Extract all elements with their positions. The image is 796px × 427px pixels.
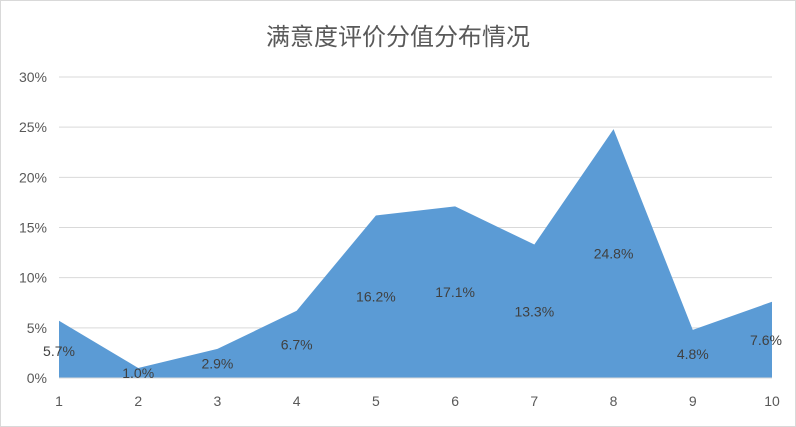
- data-label: 16.2%: [356, 289, 396, 305]
- x-tick-label: 7: [530, 393, 538, 409]
- x-tick-label: 9: [689, 393, 697, 409]
- data-label: 5.7%: [43, 343, 75, 359]
- data-label: 4.8%: [677, 346, 709, 362]
- chart-title: 满意度评价分值分布情况: [266, 23, 530, 51]
- data-label: 17.1%: [435, 284, 475, 300]
- y-tick-label: 10%: [19, 270, 47, 286]
- data-label: 13.3%: [514, 303, 554, 319]
- x-tick-label: 2: [134, 393, 142, 409]
- x-axis: 1 2 3 4 5 6 7 8 9 10: [55, 393, 780, 409]
- x-tick-label: 1: [55, 393, 63, 409]
- x-tick-label: 10: [764, 393, 780, 409]
- y-tick-label: 20%: [19, 169, 47, 185]
- x-tick-label: 3: [214, 393, 222, 409]
- area-fill: [59, 129, 772, 378]
- y-tick-label: 5%: [27, 320, 47, 336]
- data-label: 7.6%: [750, 332, 782, 348]
- data-label: 2.9%: [201, 355, 233, 371]
- data-label: 24.8%: [594, 246, 634, 262]
- y-tick-label: 30%: [19, 69, 47, 85]
- x-tick-label: 8: [610, 393, 618, 409]
- data-label: 6.7%: [281, 336, 313, 352]
- x-tick-label: 4: [293, 393, 301, 409]
- y-tick-label: 25%: [19, 119, 47, 135]
- x-tick-label: 5: [372, 393, 380, 409]
- data-labels: 5.7% 1.0% 2.9% 6.7% 16.2% 17.1% 13.3% 24.8% 4.8%…: [43, 246, 782, 381]
- y-axis: 0% 5% 10% 15% 20% 25% 30%: [19, 69, 47, 386]
- data-label: 1.0%: [122, 365, 154, 381]
- y-tick-label: 0%: [27, 370, 47, 386]
- x-tick-label: 6: [451, 393, 459, 409]
- area-series: [59, 129, 772, 379]
- y-tick-label: 15%: [19, 220, 47, 236]
